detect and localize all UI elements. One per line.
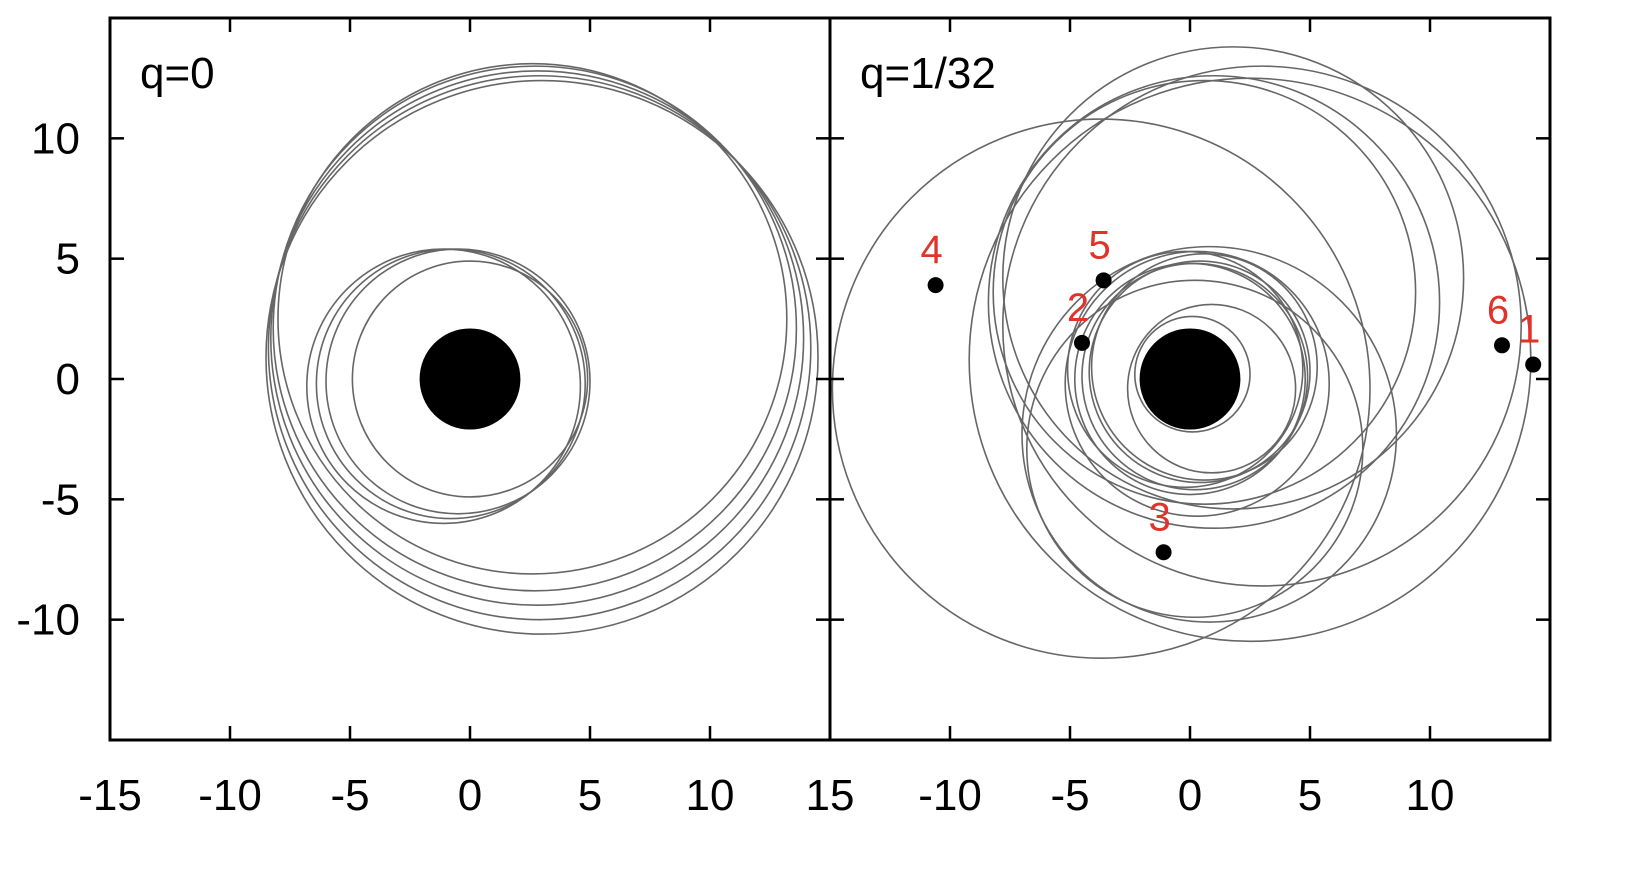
- x-tick-label: -5: [330, 771, 369, 820]
- marker-point-6: [1494, 337, 1510, 354]
- marker-point-3: [1155, 544, 1172, 561]
- plot-area: 1 2 3 4 5 6: [831, 46, 1542, 659]
- x-tick-label: 10: [686, 771, 735, 820]
- plot-area: [265, 62, 819, 635]
- orbit-trajectory: [831, 118, 1371, 659]
- marker-label-6: 6: [1487, 288, 1509, 332]
- x-tick-label: 5: [578, 771, 602, 820]
- y-tick-label: -5: [41, 475, 80, 524]
- marker-label-1: 1: [1518, 308, 1540, 352]
- orbit-trajectory: [265, 79, 819, 635]
- orbit-trajectory: [968, 77, 1532, 643]
- x-tick-label: -10: [198, 771, 262, 820]
- x-tick-label: -15: [78, 771, 142, 820]
- marker-point-2: [1074, 334, 1090, 351]
- orbit-trajectory: [1001, 65, 1523, 587]
- central-black-hole: [419, 328, 521, 430]
- x-tick-label: -5: [1050, 771, 1089, 820]
- left-panel-q0: -15 -10 -5 0 5 10 -10 -5 0 5 10 q=0: [16, 16, 832, 820]
- orbit-trajectory: [1026, 279, 1364, 619]
- orbit-trajectory: [1126, 303, 1297, 474]
- marker-label-3: 3: [1148, 495, 1170, 539]
- orbit-trajectory: [270, 70, 805, 607]
- orbit-trajectory: [351, 260, 589, 498]
- y-tick-label: 10: [31, 114, 80, 163]
- marker-label-4: 4: [920, 228, 942, 272]
- x-tick-label: 0: [1178, 771, 1202, 820]
- orbit-trajectory: [1001, 46, 1465, 510]
- marker-point-1: [1525, 356, 1542, 373]
- y-tick-label: -10: [16, 596, 80, 645]
- central-black-hole: [1139, 328, 1241, 430]
- x-tick-label: 5: [1298, 771, 1322, 820]
- marker-point-5: [1095, 272, 1112, 289]
- panel-title: q=1/32: [860, 49, 996, 98]
- marker-label-2: 2: [1067, 286, 1089, 330]
- x-tick-label: 15: [806, 771, 855, 820]
- orbit-trajectory: [1064, 250, 1330, 517]
- y-tick-label: 5: [56, 235, 80, 284]
- x-tick-label: -10: [918, 771, 982, 820]
- orbit-trajectory: [1090, 253, 1318, 481]
- y-tick-label: 0: [56, 355, 80, 404]
- orbit-trajectory: [325, 248, 591, 515]
- orbit-trajectory: [992, 79, 1417, 505]
- orbit-trajectory: [987, 74, 1441, 530]
- x-tick-label: 10: [1406, 771, 1455, 820]
- orbit-trajectory: [277, 62, 788, 575]
- orbit-trajectory: [1081, 262, 1309, 491]
- orbit-trajectory: [267, 74, 812, 621]
- panel-title: q=0: [140, 49, 215, 98]
- orbit-trajectory: [272, 65, 798, 592]
- marker-point-4: [927, 277, 944, 294]
- orbit-trajectory: [1021, 245, 1398, 623]
- right-panel-q1-32: 1 2 3 4 5 6 15 -10 -5 0 5 10 q=1/32: [806, 16, 1552, 820]
- orbit-trajectory: [1134, 315, 1251, 433]
- orbit-trajectory: [1088, 260, 1311, 484]
- x-tick-label: 0: [458, 771, 482, 820]
- marker-label-5: 5: [1088, 223, 1110, 267]
